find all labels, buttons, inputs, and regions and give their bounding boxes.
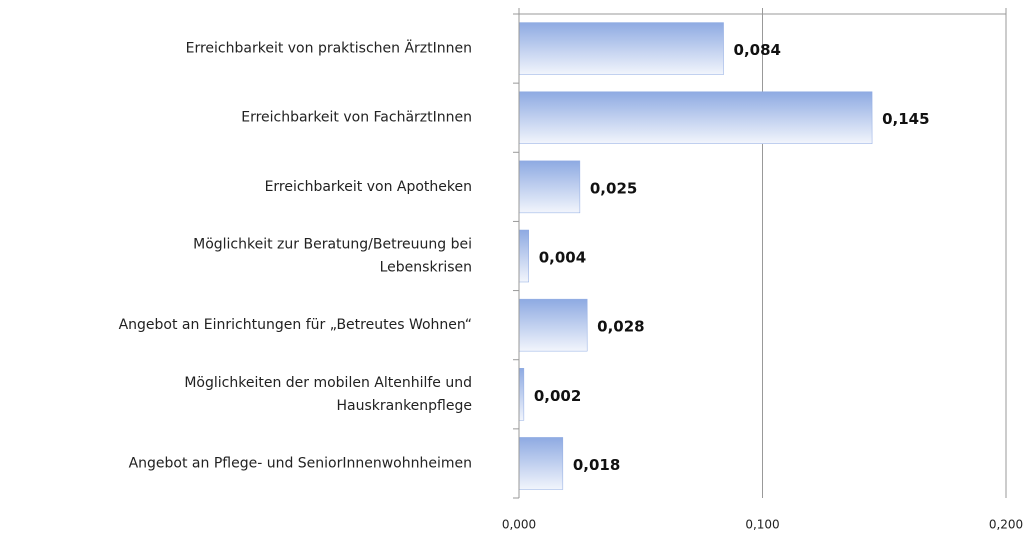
y-tick-label-line: Erreichbarkeit von praktischen ÄrztInnen [186, 39, 472, 57]
y-tick-label: Erreichbarkeit von Apotheken [265, 179, 472, 195]
y-tick-label-line: Lebenskrisen [380, 260, 472, 276]
data-label: 0,145 [882, 110, 929, 128]
y-tick-label-line: Erreichbarkeit von Apotheken [265, 179, 472, 195]
x-tick-label: 0,100 [745, 518, 779, 532]
bar [518, 298, 588, 352]
bar [518, 91, 873, 144]
bar [518, 368, 525, 421]
data-label: 0,004 [539, 249, 586, 267]
y-tick-label: Angebot an Einrichtungen für „Betreutes … [119, 317, 472, 333]
y-tick-label-line: Möglichkeit zur Beratung/Betreuung bei [193, 237, 472, 253]
data-label: 0,084 [734, 41, 781, 59]
y-tick-label-line: Angebot an Pflege- und SeniorInnenwohnhe… [129, 455, 472, 471]
y-tick-label: Möglichkeiten der mobilen Altenhilfe und… [184, 375, 472, 414]
y-tick-label-line: Angebot an Einrichtungen für „Betreutes … [119, 317, 472, 333]
y-tick-label: Angebot an Pflege- und SeniorInnenwohnhe… [129, 455, 472, 471]
y-tick-label: Möglichkeit zur Beratung/Betreuung bei Le… [193, 237, 472, 276]
x-tick-label: 0,200 [989, 518, 1023, 532]
data-label: 0,018 [573, 456, 620, 474]
data-label: 0,028 [597, 318, 644, 336]
data-label: 0,002 [534, 387, 581, 405]
data-label: 0,025 [590, 179, 637, 197]
y-tick-label: Erreichbarkeit von praktischen ÄrztInnen [186, 39, 472, 57]
bar [518, 160, 581, 214]
bar [518, 229, 529, 283]
y-tick-label: Erreichbarkeit von FachärztInnen [241, 110, 472, 126]
bar [518, 22, 724, 75]
x-tick-label: 0,000 [502, 518, 536, 532]
y-tick-label-line: Möglichkeiten der mobilen Altenhilfe und [184, 375, 472, 391]
bar [518, 437, 564, 490]
y-tick-label-line: Erreichbarkeit von FachärztInnen [241, 110, 472, 126]
y-tick-label-line: Hauskrankenpflege [336, 398, 472, 414]
